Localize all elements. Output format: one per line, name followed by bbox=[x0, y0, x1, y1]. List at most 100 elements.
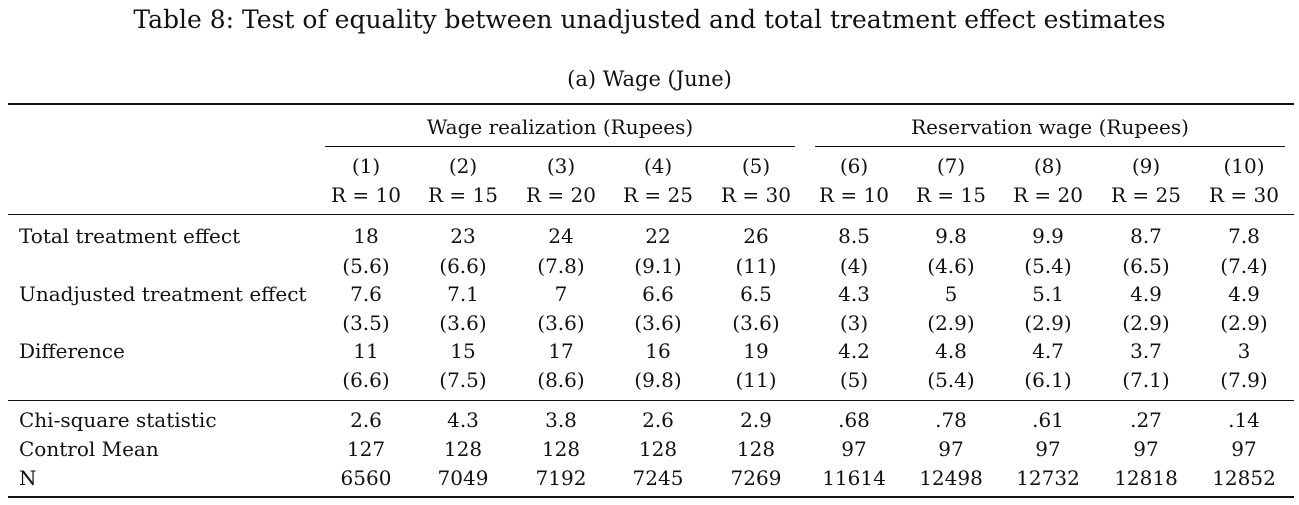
table-cell: (6.6) bbox=[439, 254, 487, 278]
table-cell: (3.6) bbox=[732, 311, 780, 335]
row-label: Difference bbox=[19, 339, 125, 363]
table-cell: 7.6 bbox=[350, 282, 382, 306]
table-cell: (7.9) bbox=[1220, 368, 1268, 392]
column-r-value: R = 10 bbox=[819, 183, 889, 207]
stats-cell: 3.8 bbox=[545, 408, 577, 432]
table-cell: (3.5) bbox=[342, 311, 390, 335]
table-cell: 3 bbox=[1237, 339, 1251, 363]
table-cell: 4.7 bbox=[1032, 339, 1064, 363]
column-number: (8) bbox=[1033, 154, 1063, 178]
table-cell: (2.9) bbox=[1122, 311, 1170, 335]
stats-cell: 97 bbox=[841, 437, 867, 461]
column-r-value: R = 20 bbox=[1013, 183, 1083, 207]
table-cell: 15 bbox=[450, 339, 476, 363]
stats-cell: 97 bbox=[1231, 437, 1257, 461]
stats-cell: 12498 bbox=[919, 466, 983, 490]
stats-cell: 4.3 bbox=[447, 408, 479, 432]
column-number: (3) bbox=[546, 154, 576, 178]
stats-cell: 97 bbox=[1133, 437, 1159, 461]
stats-cell: 127 bbox=[346, 437, 386, 461]
table-cell: (11) bbox=[735, 254, 777, 278]
column-number: (5) bbox=[741, 154, 771, 178]
table-cell: (7.8) bbox=[537, 254, 585, 278]
table-cell: 3.7 bbox=[1130, 339, 1162, 363]
table-cell: (11) bbox=[735, 368, 777, 392]
table-cell: (3.6) bbox=[439, 311, 487, 335]
stats-cell: 128 bbox=[541, 437, 581, 461]
column-r-value: R = 25 bbox=[1111, 183, 1181, 207]
table-cell: 26 bbox=[743, 224, 769, 248]
column-number: (2) bbox=[448, 154, 478, 178]
table-cell: (2.9) bbox=[1220, 311, 1268, 335]
column-r-value: R = 30 bbox=[721, 183, 791, 207]
table-cell: 8.5 bbox=[838, 224, 870, 248]
stats-cell: .27 bbox=[1130, 408, 1162, 432]
stats-cell: .61 bbox=[1032, 408, 1064, 432]
top-rule bbox=[8, 103, 1294, 105]
bottom-rule bbox=[8, 496, 1294, 498]
stats-cell: 2.6 bbox=[642, 408, 674, 432]
row-label: Unadjusted treatment effect bbox=[19, 282, 307, 306]
group-label-reservation-wage: Reservation wage (Rupees) bbox=[911, 115, 1189, 139]
table-cell: 9.9 bbox=[1032, 224, 1064, 248]
table-cell: 22 bbox=[645, 224, 671, 248]
stats-row-label: Chi-square statistic bbox=[19, 408, 217, 432]
stats-cell: 128 bbox=[443, 437, 483, 461]
table-cell: (2.9) bbox=[1024, 311, 1072, 335]
table-cell: (3.6) bbox=[634, 311, 682, 335]
table-cell: (9.1) bbox=[634, 254, 682, 278]
table-cell: (7.4) bbox=[1220, 254, 1268, 278]
stats-cell: 97 bbox=[1035, 437, 1061, 461]
column-number: (7) bbox=[936, 154, 966, 178]
table-cell: 7.8 bbox=[1228, 224, 1260, 248]
column-number: (1) bbox=[351, 154, 381, 178]
table-cell: 16 bbox=[645, 339, 671, 363]
table-cell: 4.2 bbox=[838, 339, 870, 363]
table-cell: 4.8 bbox=[935, 339, 967, 363]
table-cell: (6.1) bbox=[1024, 368, 1072, 392]
table-cell: 23 bbox=[450, 224, 476, 248]
group-rule-reservation-wage bbox=[815, 146, 1285, 147]
group-label-wage-realization: Wage realization (Rupees) bbox=[426, 115, 694, 139]
table-cell: 4.9 bbox=[1130, 282, 1162, 306]
table-cell: (6.6) bbox=[342, 368, 390, 392]
stats-cell: .68 bbox=[838, 408, 870, 432]
stats-cell: .14 bbox=[1228, 408, 1260, 432]
row-label: Total treatment effect bbox=[19, 224, 241, 248]
table-cell: (2.9) bbox=[927, 311, 975, 335]
stats-row-label: N bbox=[19, 466, 37, 490]
table-cell: 17 bbox=[548, 339, 574, 363]
stats-rule bbox=[8, 400, 1294, 401]
stats-cell: 11614 bbox=[822, 466, 886, 490]
column-r-value: R = 15 bbox=[428, 183, 498, 207]
table-cell: 5.1 bbox=[1032, 282, 1064, 306]
header-rule bbox=[8, 214, 1294, 215]
table-cell: (7.5) bbox=[439, 368, 487, 392]
table-cell: 7 bbox=[554, 282, 568, 306]
stats-cell: 7269 bbox=[730, 466, 782, 490]
column-number: (6) bbox=[839, 154, 869, 178]
stats-cell: .78 bbox=[935, 408, 967, 432]
table-cell: 11 bbox=[353, 339, 379, 363]
column-r-value: R = 20 bbox=[526, 183, 596, 207]
table-cell: (4.6) bbox=[927, 254, 975, 278]
table-cell: (4) bbox=[839, 254, 869, 278]
stats-cell: 2.9 bbox=[740, 408, 772, 432]
table-cell: 18 bbox=[353, 224, 379, 248]
table-cell: (5) bbox=[839, 368, 869, 392]
table-cell: (8.6) bbox=[537, 368, 585, 392]
stats-cell: 2.6 bbox=[350, 408, 382, 432]
table-cell: (5.4) bbox=[1024, 254, 1072, 278]
table-cell: 4.9 bbox=[1228, 282, 1260, 306]
stats-cell: 7245 bbox=[632, 466, 684, 490]
table-cell: 8.7 bbox=[1130, 224, 1162, 248]
stats-cell: 7049 bbox=[437, 466, 489, 490]
column-r-value: R = 30 bbox=[1209, 183, 1279, 207]
table-cell: (5.6) bbox=[342, 254, 390, 278]
table-cell: 6.5 bbox=[740, 282, 772, 306]
stats-cell: 12818 bbox=[1114, 466, 1178, 490]
stats-cell: 7192 bbox=[535, 466, 587, 490]
table-cell: 9.8 bbox=[935, 224, 967, 248]
column-number: (10) bbox=[1223, 154, 1265, 178]
table-cell: 7.1 bbox=[447, 282, 479, 306]
